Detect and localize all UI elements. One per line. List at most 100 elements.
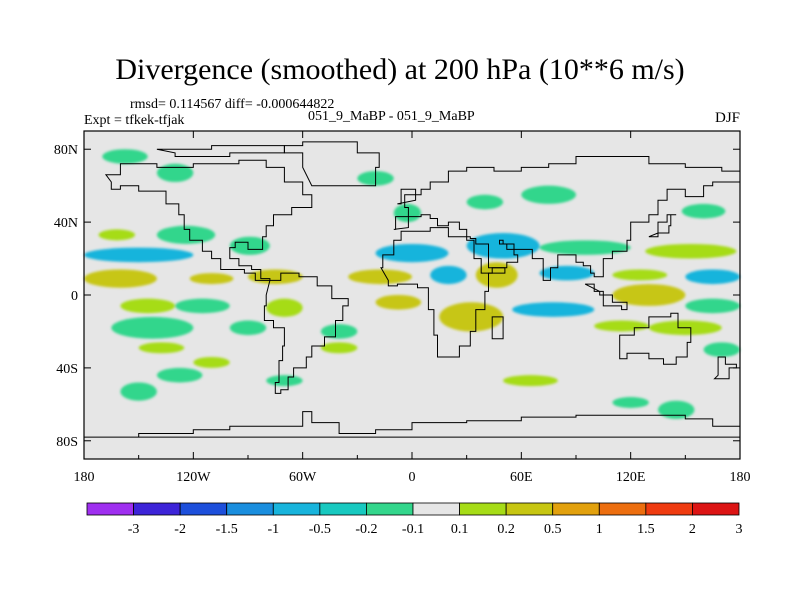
divergence-feature-16 — [189, 273, 234, 285]
colorbar-swatch — [552, 502, 600, 516]
divergence-feature-27 — [375, 295, 422, 310]
divergence-feature-42 — [120, 382, 157, 401]
divergence-feature-43 — [266, 375, 303, 387]
divergence-feature-1 — [156, 163, 194, 183]
divergence-feature-18 — [348, 269, 412, 285]
divergence-feature-3 — [393, 203, 422, 223]
divergence-feature-41 — [193, 356, 230, 368]
x-tick-label: 120W — [176, 470, 211, 485]
y-tick-label: 40N — [54, 216, 78, 231]
colorbar-label: 0.2 — [497, 522, 515, 537]
coastline-0 — [104, 159, 313, 281]
colorbar-label: -1 — [267, 522, 279, 537]
divergence-feature-19 — [430, 265, 467, 285]
divergence-feature-46 — [658, 400, 695, 419]
coastline-9 — [491, 316, 504, 340]
coastline-8 — [584, 283, 628, 311]
divergence-feature-24 — [120, 298, 176, 314]
divergence-feature-45 — [612, 397, 649, 408]
coastline-3 — [393, 156, 741, 281]
divergence-feature-34 — [320, 324, 358, 339]
x-tick-label: 180 — [730, 470, 751, 485]
x-tick-label: 0 — [409, 470, 416, 485]
divergence-feature-38 — [320, 342, 358, 354]
coastline-6 — [283, 141, 380, 187]
colorbar-swatch — [412, 502, 460, 516]
coastline-2 — [380, 227, 506, 358]
colorbar-label: -2 — [174, 522, 186, 537]
colorbar-swatch — [645, 502, 693, 516]
colorbar-label: -0.1 — [402, 522, 424, 537]
colorbar-label: 1.5 — [637, 522, 655, 537]
divergence-feature-20 — [475, 262, 518, 288]
colorbar-label: -0.5 — [309, 522, 331, 537]
coastline-10 — [713, 356, 737, 380]
divergence-feature-0 — [102, 149, 148, 164]
coastline-5 — [84, 411, 741, 438]
divergence-feature-13 — [539, 240, 631, 255]
colorbar-label: 1 — [596, 522, 603, 537]
colorbar-swatch — [179, 502, 228, 516]
coastline-4 — [619, 312, 692, 365]
experiment-label: Expt = tfkek-tfjak — [84, 113, 185, 128]
coastline-1 — [263, 272, 349, 394]
coastline-11 — [397, 188, 417, 205]
x-tick-label: 60E — [510, 470, 533, 485]
colorbar-label: -0.2 — [355, 522, 377, 537]
y-tick-label: 40S — [56, 362, 78, 377]
colorbar-swatch — [133, 502, 181, 516]
divergence-feature-23 — [685, 269, 741, 285]
axes: 180 120W 60W 0 60E 120E 180 80N 40N 0 40S 80S — [54, 131, 751, 485]
colorbar-swatch — [598, 502, 647, 516]
divergence-feature-22 — [612, 269, 668, 281]
divergence-feature-39 — [703, 342, 740, 357]
divergence-feature-33 — [229, 320, 267, 336]
divergence-feature-21 — [539, 265, 595, 281]
divergence-feature-37 — [138, 342, 185, 354]
divergence-feature-26 — [266, 298, 303, 317]
colorbar-swatch — [226, 502, 274, 516]
divergence-feature-30 — [612, 284, 686, 306]
colorbar-swatch — [505, 502, 554, 516]
chart-title: Divergence (smoothed) at 200 hPa (10**6 … — [115, 53, 685, 86]
colorbar-label: 2 — [689, 522, 696, 537]
divergence-feature-17 — [248, 269, 303, 285]
coastline-12 — [156, 145, 285, 157]
y-tick-label: 0 — [71, 289, 78, 304]
divergence-feature-28 — [439, 302, 504, 332]
y-tick-label: 80S — [56, 435, 78, 450]
divergence-feature-11 — [375, 243, 449, 263]
season-label: DJF — [714, 110, 740, 126]
divergence-fields — [84, 149, 741, 419]
divergence-feature-25 — [175, 298, 230, 314]
stats-label: rmsd= 0.114567 diff= -0.000644822 — [130, 97, 335, 112]
x-tick-label: 60W — [289, 470, 317, 485]
coastline-7 — [648, 214, 677, 238]
colorbar-label: -3 — [128, 522, 140, 537]
colorbar-swatch — [272, 502, 321, 516]
colorbar-swatch — [86, 502, 134, 516]
colorbar-label: -1.5 — [216, 522, 238, 537]
colorbar-label: 0.5 — [544, 522, 562, 537]
divergence-feature-40 — [156, 367, 203, 383]
divergence-feature-7 — [98, 229, 136, 241]
divergence-feature-35 — [594, 320, 649, 332]
colorbar-label: 3 — [736, 522, 743, 537]
divergence-feature-14 — [645, 243, 737, 259]
coastlines — [84, 141, 741, 438]
colorbar-swatch — [319, 502, 367, 516]
divergence-feature-29 — [512, 302, 595, 317]
divergence-feature-32 — [111, 316, 194, 339]
divergence-feature-6 — [681, 203, 726, 219]
case-label: 051_9_MaBP - 051_9_MaBP — [308, 109, 475, 124]
colorbar-swatch — [692, 502, 740, 516]
divergence-feature-15 — [84, 269, 157, 288]
divergence-feature-31 — [685, 298, 741, 314]
divergence-feature-10 — [229, 236, 270, 255]
divergence-feature-8 — [156, 225, 216, 244]
divergence-feature-4 — [466, 194, 504, 210]
divergence-feature-9 — [84, 247, 194, 263]
x-tick-label: 180 — [74, 470, 95, 485]
colorbar-swatch — [366, 502, 414, 516]
colorbar-label: 0.1 — [451, 522, 469, 537]
